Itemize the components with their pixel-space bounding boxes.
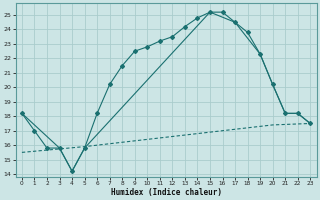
X-axis label: Humidex (Indice chaleur): Humidex (Indice chaleur)	[111, 188, 221, 197]
